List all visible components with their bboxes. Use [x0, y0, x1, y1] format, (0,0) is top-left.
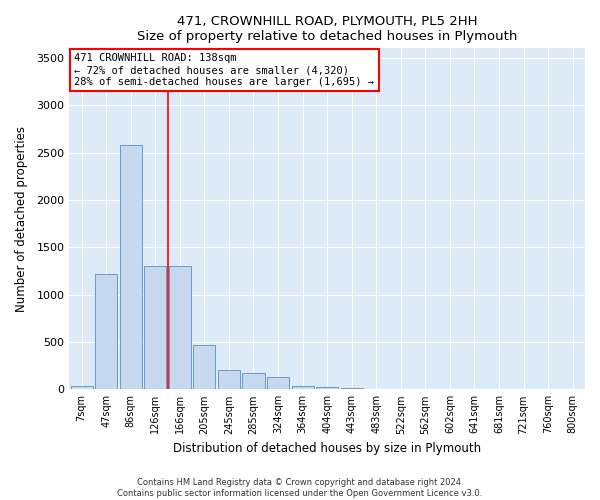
Bar: [242, 372, 265, 390]
Bar: [144, 266, 166, 390]
X-axis label: Distribution of detached houses by size in Plymouth: Distribution of detached houses by size …: [173, 442, 481, 455]
Y-axis label: Number of detached properties: Number of detached properties: [15, 126, 28, 312]
Bar: [341, 388, 363, 390]
Bar: [218, 370, 240, 390]
Bar: [316, 388, 338, 390]
Title: 471, CROWNHILL ROAD, PLYMOUTH, PL5 2HH
Size of property relative to detached hou: 471, CROWNHILL ROAD, PLYMOUTH, PL5 2HH S…: [137, 15, 517, 43]
Text: Contains HM Land Registry data © Crown copyright and database right 2024.
Contai: Contains HM Land Registry data © Crown c…: [118, 478, 482, 498]
Bar: [267, 377, 289, 390]
Text: 471 CROWNHILL ROAD: 138sqm
← 72% of detached houses are smaller (4,320)
28% of s: 471 CROWNHILL ROAD: 138sqm ← 72% of deta…: [74, 54, 374, 86]
Bar: [71, 386, 92, 390]
Bar: [292, 386, 314, 390]
Bar: [169, 266, 191, 390]
Bar: [193, 345, 215, 390]
Bar: [95, 274, 117, 390]
Bar: [119, 145, 142, 390]
